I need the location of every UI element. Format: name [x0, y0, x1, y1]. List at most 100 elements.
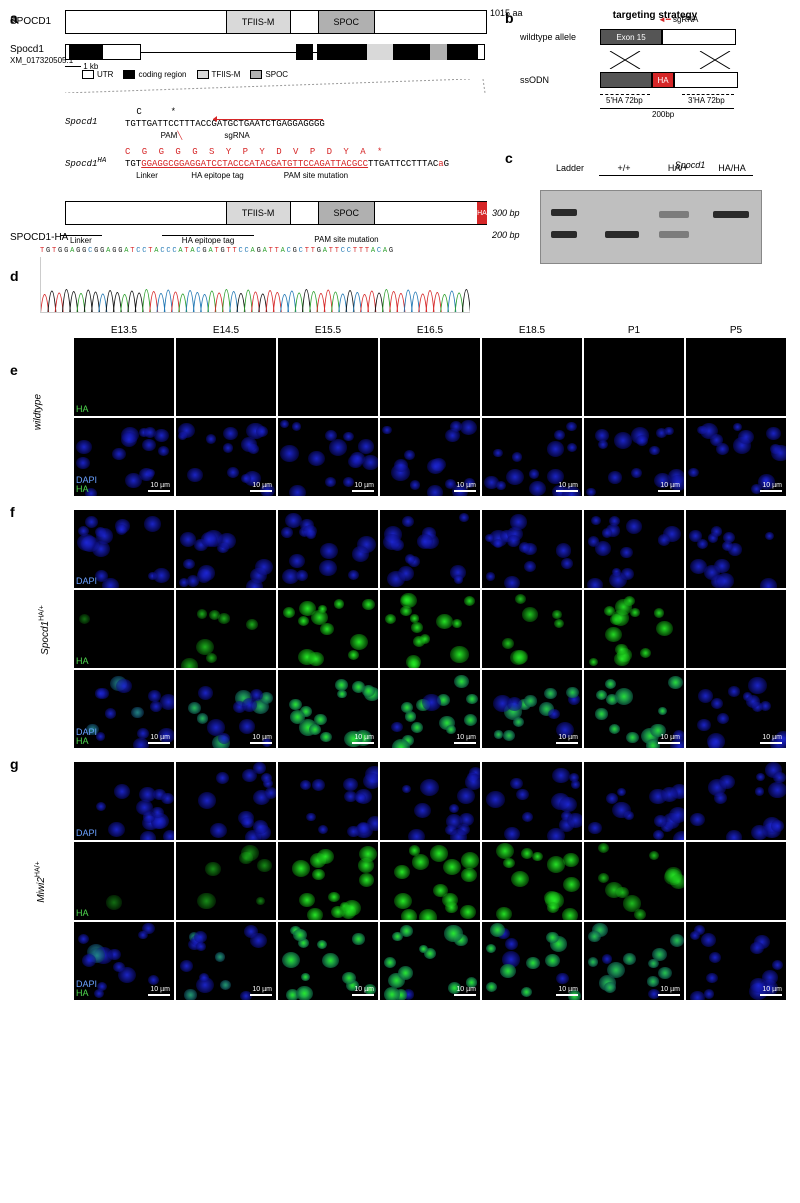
- nucleus: [96, 732, 106, 741]
- nucleus: [547, 902, 559, 913]
- panel-e: E13.5E14.5E15.5E16.5E18.5P1P5 wildtype H…: [10, 325, 790, 498]
- nucleus: [290, 710, 305, 724]
- exon: [393, 44, 414, 60]
- nucleus: [417, 534, 433, 549]
- nucleus: [419, 909, 437, 920]
- nucleus: [121, 432, 137, 447]
- nucleus: [640, 648, 652, 659]
- gene-accession: XM_017320505.1: [10, 56, 73, 65]
- scalebar: [658, 742, 680, 744]
- d-ann-epitope: HA epitope tag: [162, 235, 254, 245]
- nucleus: [589, 658, 598, 666]
- micrograph: [278, 762, 378, 840]
- nucleus: [461, 852, 480, 869]
- nucleus: [605, 679, 616, 689]
- wt-stop: *: [171, 107, 182, 117]
- b-3ha: 3'HA 72bp: [688, 96, 725, 105]
- scalebar-text: 10 µm: [252, 986, 272, 993]
- micrograph: [176, 590, 276, 668]
- nucleus: [198, 686, 214, 700]
- nucleus: [765, 532, 774, 540]
- micrograph: [584, 842, 684, 920]
- nucleus: [704, 989, 715, 999]
- nucleus: [446, 725, 456, 734]
- nucleus: [608, 471, 622, 483]
- nucleus: [646, 739, 660, 750]
- nucleus: [289, 554, 305, 568]
- nucleus: [626, 732, 638, 743]
- nucleus: [760, 578, 778, 588]
- exon: [477, 44, 485, 60]
- gene-name: Spocd1: [10, 44, 44, 55]
- ha-red: GGAGGCGGAGGATCCTACCCATACGATGTTCCAGATTACG…: [141, 159, 368, 169]
- domain-spoc: SPOC: [318, 202, 375, 224]
- b-ssodn-exon: [600, 72, 652, 88]
- scalebar-text: 10 µm: [354, 482, 374, 489]
- nucleus: [216, 772, 229, 784]
- nucleus: [529, 481, 546, 496]
- nucleus: [223, 443, 233, 452]
- nucleus: [400, 925, 413, 937]
- nucleus: [206, 653, 217, 663]
- nucleus: [515, 594, 526, 604]
- exon: [430, 44, 447, 60]
- panel-label-d: d: [10, 268, 19, 284]
- micrograph: [584, 762, 684, 840]
- nucleus: [343, 778, 358, 791]
- nucleus: [161, 793, 174, 805]
- nucleus: [496, 481, 506, 490]
- micrograph: [686, 510, 786, 588]
- nucleus: [308, 451, 325, 466]
- nucleus: [116, 524, 127, 534]
- nucleus: [358, 439, 374, 453]
- scalebar-text: 10 µm: [456, 734, 476, 741]
- nucleus: [459, 813, 474, 826]
- ha-tag: HA: [477, 202, 487, 224]
- nucleus: [711, 698, 723, 709]
- nucleus: [308, 652, 324, 666]
- micrograph: [380, 762, 480, 840]
- nucleus: [690, 991, 705, 1003]
- nucleus: [197, 893, 216, 910]
- size-200: 200 bp: [492, 230, 520, 240]
- nucleus: [411, 722, 423, 733]
- micrograph: [176, 338, 276, 416]
- nucleus: [325, 477, 336, 487]
- domain-tfiis-m: TFIIS-M: [226, 202, 291, 224]
- nucleus: [197, 713, 209, 724]
- nucleus: [154, 429, 169, 442]
- nucleus: [299, 601, 316, 616]
- nucleus: [465, 774, 480, 790]
- nucleus: [506, 469, 524, 486]
- nucleus: [630, 608, 640, 617]
- scalebar-text: 10 µm: [456, 986, 476, 993]
- scalebar-text: 10 µm: [558, 482, 578, 489]
- nucleus: [78, 934, 89, 944]
- nucleus: [444, 925, 462, 941]
- nucleus: [516, 789, 529, 800]
- gene-scale: 1 kb: [83, 62, 98, 71]
- nucleus: [317, 940, 327, 949]
- micrograph: [278, 338, 378, 416]
- micrograph: DAPI: [74, 510, 174, 588]
- nucleus: [728, 686, 739, 696]
- panel-label-c: c: [505, 150, 513, 166]
- nucleus: [502, 638, 514, 649]
- nucleus: [160, 694, 174, 709]
- nucleus: [588, 957, 599, 967]
- nucleus: [384, 957, 396, 968]
- panel-label-b: b: [505, 10, 514, 26]
- nucleus: [710, 434, 723, 445]
- nucleus: [554, 430, 564, 439]
- scalebar-text: 10 µm: [660, 734, 680, 741]
- nucleus: [408, 829, 425, 840]
- nucleus: [409, 845, 420, 855]
- nucleus: [188, 702, 201, 714]
- nucleus: [654, 815, 667, 827]
- nucleus: [598, 843, 609, 853]
- micrograph: [584, 510, 684, 588]
- nucleus: [617, 788, 626, 796]
- domain-tfiis-m: TFIIS-M: [226, 11, 291, 33]
- nucleus: [239, 719, 255, 733]
- nucleus: [507, 535, 520, 546]
